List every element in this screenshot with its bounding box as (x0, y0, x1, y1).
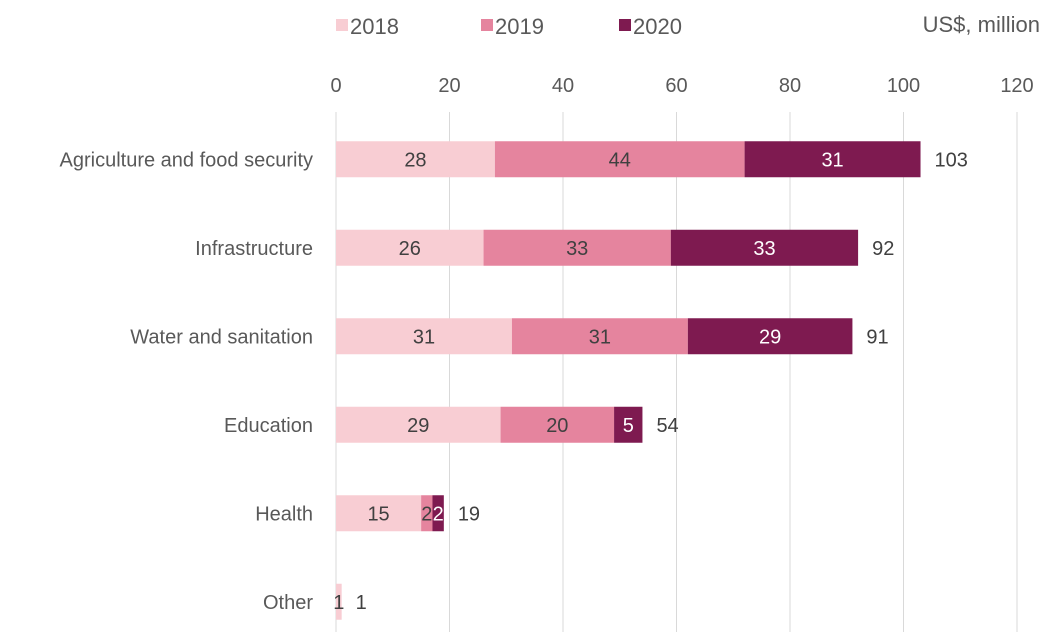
data-label-2019: 20 (546, 415, 568, 437)
data-label-2020: 31 (821, 149, 843, 171)
total-label: 1 (356, 592, 367, 614)
x-tick-label: 0 (330, 75, 341, 97)
x-tick-label: 40 (552, 75, 574, 97)
unit-label: US$, million (922, 12, 1040, 37)
x-tick-label: 80 (779, 75, 801, 97)
bar-segment-2019 (494, 141, 745, 178)
total-label: 92 (872, 238, 894, 260)
total-label: 19 (458, 503, 480, 525)
bar-segment-2020 (744, 141, 921, 178)
bar-segment-2019 (500, 406, 615, 443)
legend-swatch-2018 (336, 19, 348, 31)
bar-segment-2019 (511, 318, 688, 355)
bar-segment-2019 (483, 229, 671, 266)
category-label: Education (224, 415, 313, 437)
total-label: 91 (866, 326, 888, 348)
category-label: Other (263, 592, 313, 614)
total-label: 103 (935, 149, 968, 171)
legend-label-2019: 2019 (495, 14, 544, 39)
legend-label-2018: 2018 (350, 14, 399, 39)
data-label-2018: 29 (407, 415, 429, 437)
category-label: Agriculture and food security (60, 149, 313, 171)
legend-swatch-2019 (481, 19, 493, 31)
bar-segment-2018 (336, 406, 501, 443)
legend-label-2020: 2020 (633, 14, 682, 39)
bar-segment-2018 (336, 318, 512, 355)
bar-segment-2018 (336, 141, 495, 178)
category-label: Health (255, 503, 313, 525)
bar-segment-2020 (670, 229, 859, 266)
bar-segment-2018 (336, 495, 422, 532)
data-label-2019: 44 (609, 149, 631, 171)
gridlines (335, 112, 1018, 632)
total-labels: 103 92 91 54 19 1 (356, 149, 968, 614)
bar-segment-2020 (687, 318, 853, 355)
data-label-2020: 29 (759, 326, 781, 348)
x-tick-label: 20 (438, 75, 460, 97)
data-label-2019: 31 (589, 326, 611, 348)
category-label: Water and sanitation (130, 326, 313, 348)
bar-segment-2018 (336, 583, 342, 620)
data-label-2018: 1 (333, 592, 344, 614)
bar-segment-2018 (336, 229, 484, 266)
x-tick-label: 60 (665, 75, 687, 97)
data-label-2018: 31 (413, 326, 435, 348)
data-label-2018: 15 (367, 503, 389, 525)
data-label-2020: 2 (433, 503, 444, 525)
data-label-2019: 33 (566, 238, 588, 260)
bars: 28 44 31 26 33 33 31 31 29 29 20 5 15 2 2 1 (333, 141, 921, 620)
legend-swatch-2020 (619, 19, 631, 31)
category-label: Infrastructure (195, 238, 313, 260)
bar-segment-2020 (614, 406, 643, 443)
x-tick-label: 100 (887, 75, 920, 97)
x-axis-ticks: 0 20 40 60 80 100 120 (330, 75, 1033, 97)
total-label: 54 (656, 415, 678, 437)
category-labels: Agriculture and food security Infrastruct… (60, 149, 314, 614)
data-label-2018: 28 (404, 149, 426, 171)
bar-segment-2019 (421, 495, 433, 532)
legend: 2018 2019 2020 (336, 14, 682, 39)
bar-segment-2020 (432, 495, 444, 532)
x-tick-label: 120 (1000, 75, 1033, 97)
data-label-2020: 33 (753, 238, 775, 260)
data-label-2018: 26 (399, 238, 421, 260)
data-label-2020: 5 (623, 415, 634, 437)
data-label-2019: 2 (421, 503, 432, 525)
